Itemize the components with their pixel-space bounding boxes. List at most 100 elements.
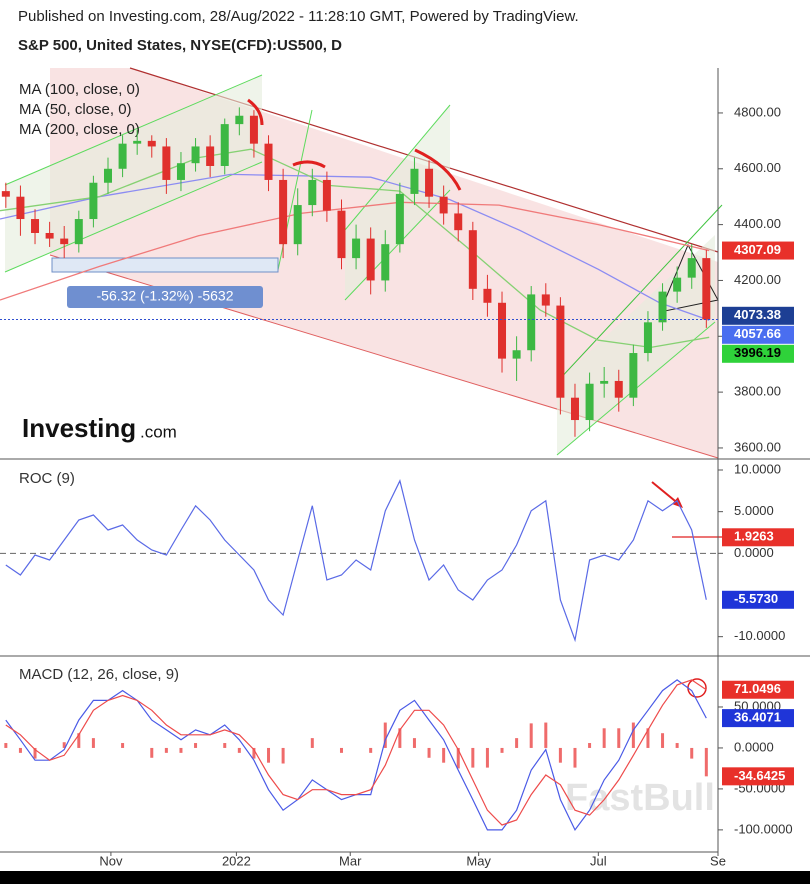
candle-body [483, 288, 492, 303]
bottom-bar [0, 871, 810, 884]
legend-entry: MA (200, close, 0) [19, 121, 140, 138]
candle-body [220, 124, 229, 166]
price-label-box [722, 680, 794, 699]
y-tick-label: 3600.00 [734, 439, 781, 454]
candle-body [410, 168, 419, 194]
series-line [5, 679, 707, 826]
arc-mark [414, 148, 462, 191]
price-label: -34.6425 [734, 768, 785, 783]
price-label-box [722, 306, 794, 325]
histogram-bar [529, 723, 533, 748]
candle-body [673, 277, 682, 292]
candle-body [381, 244, 390, 281]
price-label: 4073.38 [734, 307, 781, 322]
histogram-bar [617, 728, 621, 748]
candle-body [60, 238, 69, 245]
price-label: 3996.19 [734, 345, 781, 360]
x-tick-label: Nov [99, 853, 123, 868]
published-line: Published on Investing.com, 28/Aug/2022 … [18, 8, 579, 25]
candle-body [658, 291, 667, 323]
histogram-bar [383, 722, 387, 748]
candle-body [468, 230, 477, 289]
x-tick-label: Mar [339, 853, 362, 868]
histogram-bar [91, 738, 95, 748]
candle-body [235, 115, 244, 125]
price-label: 1.9263 [734, 529, 774, 544]
y-tick-label: -10.0000 [734, 628, 785, 643]
annotation: -56.32 (-1.32%) -5632 [97, 288, 234, 304]
candle-body [512, 350, 521, 359]
histogram-bar [223, 743, 227, 748]
candle-body [498, 302, 507, 359]
trendline [556, 204, 723, 383]
candle-body [687, 258, 696, 278]
x-tick-label: May [466, 853, 491, 868]
histogram-bar [704, 747, 708, 777]
candle-body [176, 163, 185, 180]
price-label: 36.4071 [734, 710, 781, 725]
histogram-bar [442, 747, 446, 763]
legend-entry: MA (100, close, 0) [19, 81, 140, 98]
candle-body [439, 196, 448, 214]
candle-body [337, 210, 346, 259]
trendline [344, 189, 451, 301]
histogram-bar [661, 733, 665, 748]
candle-body [600, 380, 609, 384]
price-label-box [722, 709, 794, 728]
series-line [5, 479, 707, 643]
candle-body [31, 219, 40, 233]
green-shade [5, 75, 262, 272]
x-tick-label: 2022 [222, 853, 251, 868]
histogram-bar [690, 747, 694, 759]
y-tick-label: 3800.00 [734, 384, 781, 399]
histogram-bar [179, 747, 183, 753]
price-label: 71.0496 [734, 681, 781, 696]
candle-body [206, 146, 215, 166]
candle-body [425, 168, 434, 197]
candle-body [366, 238, 375, 281]
candle-body [293, 205, 302, 245]
price-label: 4307.09 [734, 242, 781, 257]
histogram-bar [310, 738, 314, 748]
price-label: 4057.66 [734, 326, 781, 341]
candle-body [118, 143, 127, 169]
y-tick-label: 0.0000 [734, 545, 774, 560]
price-label: -5.5730 [734, 591, 778, 606]
x-tick-label: Jul [590, 853, 607, 868]
candle-body [702, 258, 711, 320]
y-tick-label: 4400.00 [734, 216, 781, 231]
candle-body [249, 115, 258, 144]
candle-body [556, 305, 565, 398]
candle-body [45, 232, 54, 239]
y-tick-label: 10.0000 [734, 461, 781, 476]
price-label-box [722, 528, 794, 547]
histogram-bar [427, 747, 431, 758]
candle-body [527, 294, 536, 351]
histogram-bar [237, 747, 241, 753]
trendline [4, 161, 263, 273]
series-line [0, 201, 710, 301]
candle-body [16, 196, 25, 220]
logo: Investing [22, 413, 136, 443]
symbol-line: S&P 500, United States, NYSE(CFD):US500,… [18, 37, 342, 54]
trendline [344, 104, 451, 231]
candle-body [103, 168, 112, 183]
histogram-bar [500, 747, 504, 753]
histogram-bar [339, 747, 343, 753]
series-line [0, 173, 710, 321]
price-label-box [722, 590, 794, 609]
logo-suffix: .com [140, 422, 177, 441]
candle-body [264, 143, 273, 180]
price-label-box [722, 325, 794, 344]
y-tick-label: 0.0000 [734, 739, 774, 754]
panel-title: ROC (9) [19, 470, 75, 487]
histogram-bar [456, 747, 460, 769]
panel: 3600.003800.004000.004200.004400.004600.… [0, 81, 794, 454]
histogram-bar [588, 743, 592, 748]
histogram-bar [150, 747, 154, 758]
watermark: FastBull [565, 777, 715, 819]
histogram-bar [194, 743, 198, 748]
histogram-bar [515, 738, 519, 748]
